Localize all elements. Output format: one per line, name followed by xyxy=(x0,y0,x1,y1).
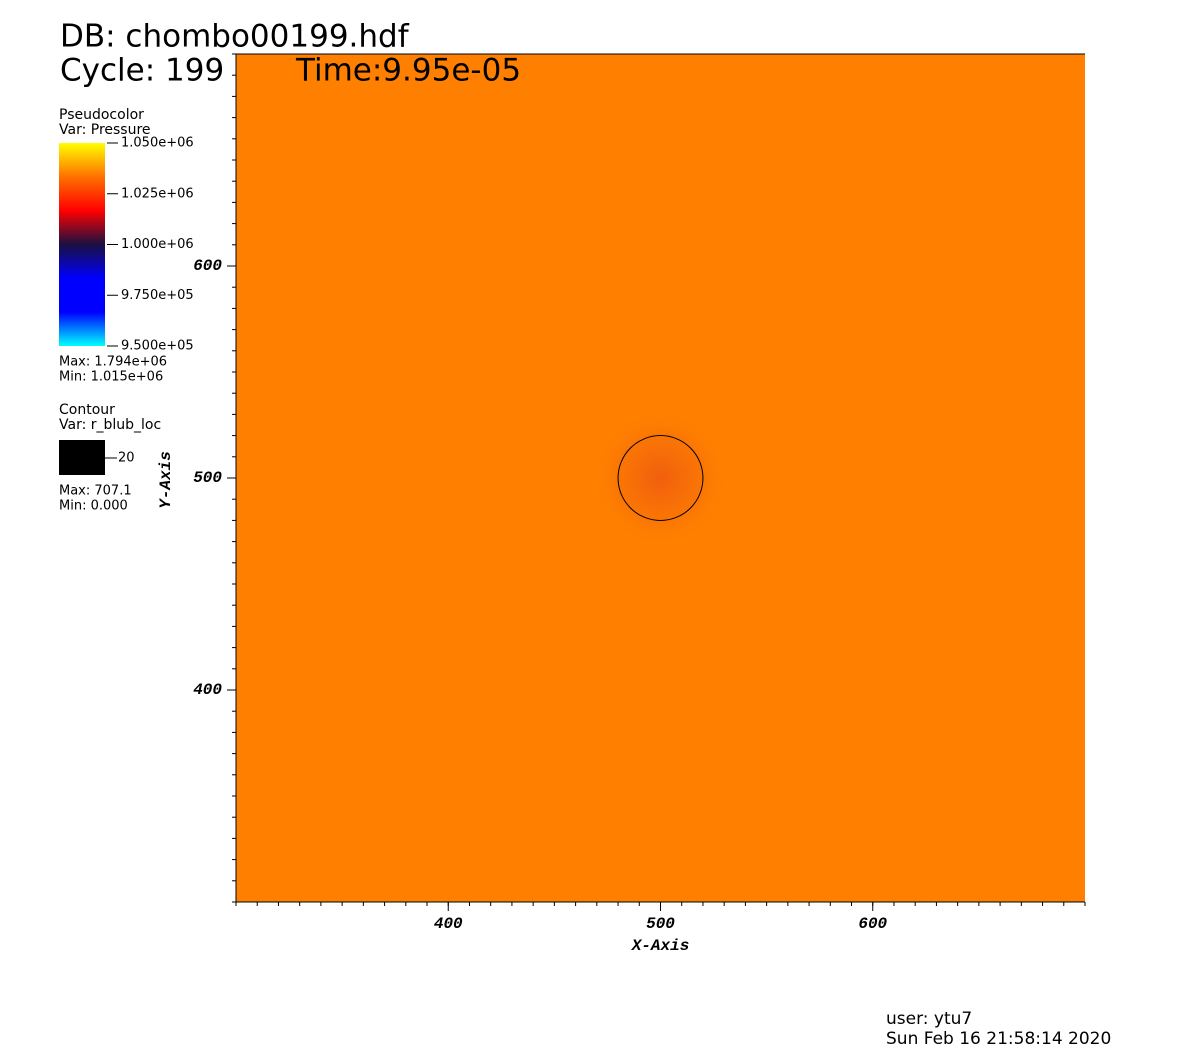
colorbar xyxy=(59,143,105,346)
legend-title: Pseudocolor xyxy=(59,107,144,123)
colorbar-tick-label: 9.750e+05 xyxy=(121,288,194,303)
x-tick-label: 400 xyxy=(434,915,463,933)
colorbar-tick-label: 1.050e+06 xyxy=(121,136,194,151)
legend-var: Var: Pressure xyxy=(59,122,151,138)
y-tick-label: 400 xyxy=(193,681,222,699)
contour-max: Max: 707.1 xyxy=(59,484,132,499)
x-tick-label: 500 xyxy=(646,915,675,933)
contour-title: Contour xyxy=(59,402,115,418)
cycle-label: Cycle: 199 xyxy=(60,53,224,89)
contour-line xyxy=(617,435,704,521)
contour-var: Var: r_blub_loc xyxy=(59,417,161,433)
db-title: DB: chombo00199.hdf xyxy=(60,19,410,55)
contour-min: Min: 0.000 xyxy=(59,499,128,514)
contour-swatch xyxy=(59,440,105,475)
y-tick-label: 600 xyxy=(193,257,222,275)
plot-area: 400 500 600 400 500 600 X-Axis Y-Axis xyxy=(157,53,1086,955)
y-axis-title: Y-Axis xyxy=(157,451,175,509)
time-label: Time:9.95e-05 xyxy=(295,53,521,89)
field-shading xyxy=(590,408,731,548)
legend-min: Min: 1.015e+06 xyxy=(59,370,163,385)
date-label: Sun Feb 16 21:58:14 2020 xyxy=(886,1029,1111,1049)
contour-level-label: 20 xyxy=(118,451,135,466)
y-tick-label: 500 xyxy=(193,469,222,487)
colorbar-tick-label: 1.025e+06 xyxy=(121,186,194,201)
colorbar-tick-label: 1.000e+06 xyxy=(121,237,194,252)
colorbar-tick-label: 9.500e+05 xyxy=(121,339,194,354)
legend-max: Max: 1.794e+06 xyxy=(59,355,167,370)
x-axis-title: X-Axis xyxy=(631,937,690,955)
user-label: user: ytu7 xyxy=(886,1009,972,1029)
x-tick-label: 600 xyxy=(858,915,887,933)
